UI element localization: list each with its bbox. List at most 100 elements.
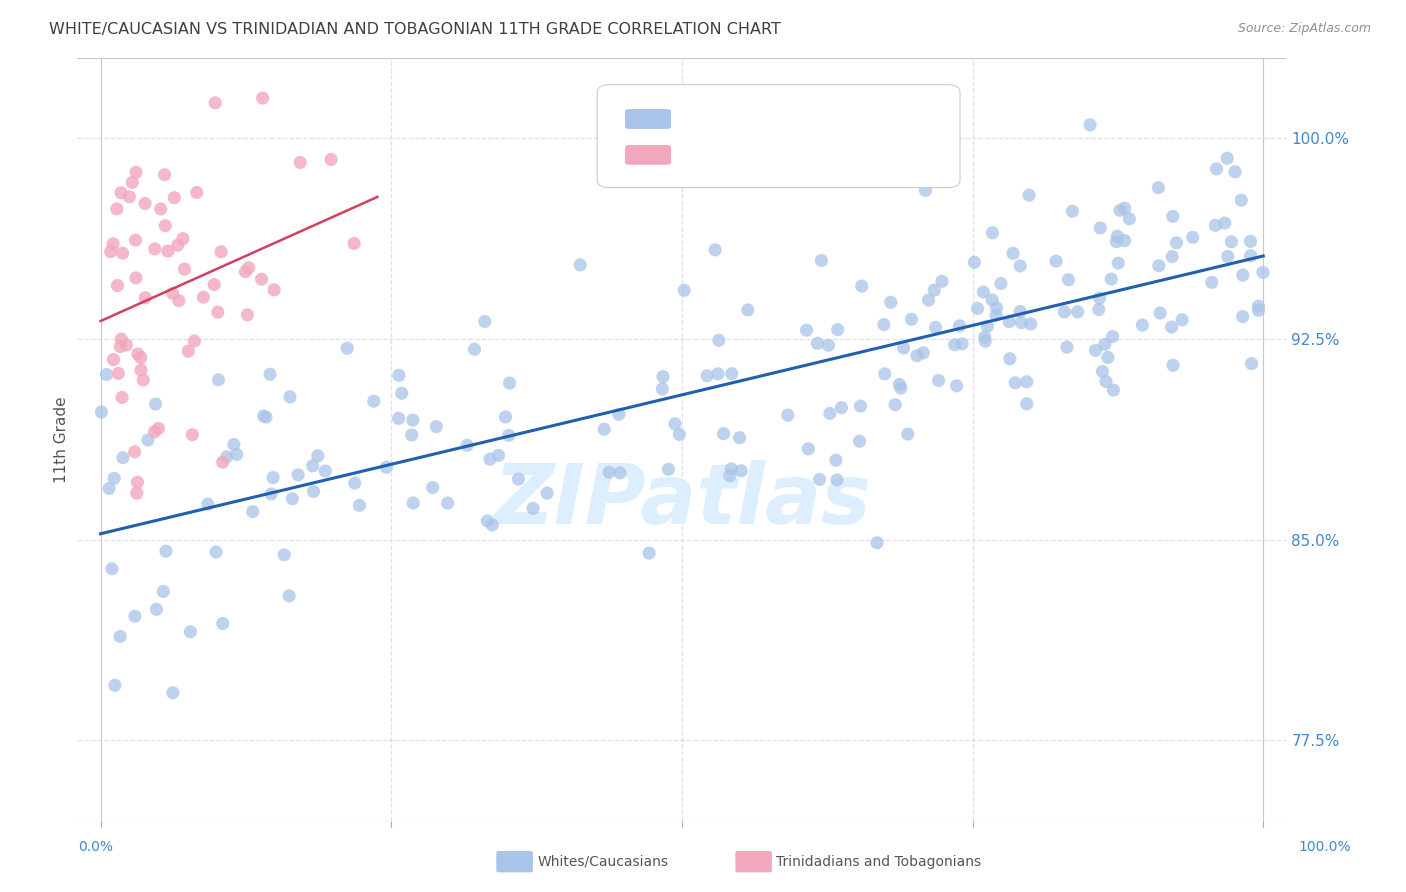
Point [652, 369, 675, 384]
Point [808, 472, 831, 486]
Point [391, 386, 413, 401]
Point [1223, 165, 1246, 179]
Point [972, 285, 994, 299]
Point [336, 341, 359, 355]
Point [463, 343, 485, 357]
Point [262, 470, 284, 484]
Point [197, 497, 219, 511]
Point [349, 499, 371, 513]
Point [1056, 340, 1078, 354]
Text: N =: N = [830, 110, 866, 128]
Text: 100.0%: 100.0% [1298, 840, 1351, 855]
Point [236, 308, 259, 322]
Point [1160, 320, 1182, 334]
Point [966, 301, 988, 316]
Point [278, 589, 301, 603]
Point [1205, 161, 1227, 176]
Point [250, 272, 273, 286]
Point [1062, 204, 1084, 219]
Point [897, 427, 920, 442]
Point [302, 484, 325, 499]
Point [1247, 303, 1270, 318]
Point [796, 323, 818, 337]
Point [1232, 268, 1254, 282]
Point [254, 410, 277, 425]
Point [1099, 272, 1122, 286]
Point [609, 466, 631, 480]
Point [100, 244, 122, 259]
Point [143, 425, 166, 439]
Point [173, 262, 195, 277]
Point [108, 630, 131, 644]
Point [110, 332, 132, 346]
Point [252, 91, 274, 105]
Point [720, 367, 742, 381]
Text: WHITE/CAUCASIAN VS TRINIDADIAN AND TOBAGONIAN 11TH GRADE CORRELATION CHART: WHITE/CAUCASIAN VS TRINIDADIAN AND TOBAG… [49, 22, 782, 37]
Point [943, 338, 966, 352]
Point [825, 453, 848, 467]
Point [129, 363, 152, 377]
Point [984, 308, 1007, 322]
Point [1251, 265, 1274, 279]
Point [981, 293, 1004, 307]
Point [1010, 316, 1032, 330]
Point [1095, 375, 1118, 389]
Point [162, 686, 184, 700]
Point [215, 450, 238, 464]
Text: ZIPatlas: ZIPatlas [494, 459, 870, 541]
Point [474, 314, 496, 328]
Point [1015, 375, 1038, 389]
Point [456, 438, 478, 452]
Point [177, 344, 200, 359]
Point [163, 191, 186, 205]
Point [205, 545, 228, 559]
Point [388, 411, 411, 425]
Point [118, 190, 141, 204]
Point [155, 544, 177, 558]
Point [402, 496, 425, 510]
Point [1216, 151, 1239, 165]
Point [900, 312, 922, 326]
Point [1232, 310, 1254, 324]
Point [1010, 259, 1032, 273]
Point [363, 394, 385, 409]
Point [598, 465, 620, 479]
Point [107, 278, 129, 293]
Point [152, 584, 174, 599]
Point [1057, 273, 1080, 287]
Point [488, 449, 510, 463]
Point [148, 421, 170, 435]
Point [1201, 276, 1223, 290]
Point [101, 236, 124, 251]
Point [664, 417, 686, 431]
Point [1204, 219, 1226, 233]
Point [1107, 229, 1129, 244]
Point [1149, 306, 1171, 320]
Point [776, 408, 799, 422]
Point [136, 433, 159, 447]
Point [818, 406, 841, 420]
Point [990, 277, 1012, 291]
Point [704, 243, 727, 257]
Point [1147, 180, 1170, 194]
Point [893, 341, 915, 355]
Point [125, 165, 148, 179]
Point [1161, 250, 1184, 264]
Point [402, 413, 425, 427]
Point [98, 482, 121, 496]
Point [125, 271, 148, 285]
Point [730, 464, 752, 478]
Point [880, 295, 903, 310]
Point [1114, 201, 1136, 215]
Point [207, 373, 229, 387]
Point [1090, 221, 1112, 235]
Point [1053, 305, 1076, 319]
Point [797, 442, 820, 456]
Point [110, 186, 132, 200]
Point [884, 398, 907, 412]
Point [183, 334, 205, 348]
Point [569, 258, 592, 272]
Point [127, 475, 149, 490]
Text: N =: N = [830, 145, 866, 164]
Point [945, 379, 967, 393]
